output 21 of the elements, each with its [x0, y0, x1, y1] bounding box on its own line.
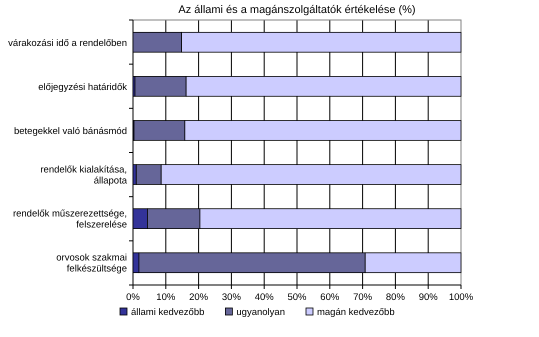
x-tick-label: 50% — [287, 292, 308, 303]
x-tick-label: 100% — [448, 292, 474, 303]
x-tick-label: 60% — [320, 292, 340, 303]
legend-label: magán kedvezőbb — [316, 307, 395, 318]
x-tick-label: 30% — [222, 292, 242, 303]
y-tick-label: előjegyzési határidők — [38, 82, 128, 93]
y-tick-label: rendelők műszerezettsége, felszerelése — [12, 208, 127, 231]
x-tick-label: 80% — [386, 292, 406, 303]
x-tick-label: 40% — [254, 292, 274, 303]
legend-label: állami kedvezőbb — [131, 307, 204, 318]
y-tick-label: betegekkel való bánásmód — [14, 126, 127, 137]
x-tick-label: 70% — [353, 292, 373, 303]
legend-label: ugyanolyan — [236, 307, 286, 318]
x-tick-label: 10% — [156, 292, 176, 303]
x-tick-label: 90% — [418, 292, 438, 303]
x-tick-label: 0% — [126, 292, 140, 303]
chart-title: Az állami és a magánszolgáltatók értékelése (%) — [178, 4, 416, 16]
y-tick-label: rendelők kialakítása, állapota — [40, 164, 128, 187]
y-tick-label: orvosok szakmai felkészültsége — [56, 252, 127, 275]
y-tick-label: várakozási idő a rendelőben — [8, 38, 127, 49]
x-tick-label: 20% — [189, 292, 209, 303]
